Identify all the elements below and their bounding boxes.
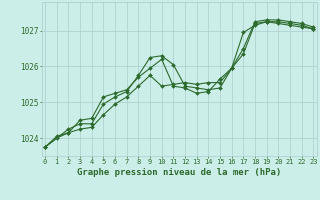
- X-axis label: Graphe pression niveau de la mer (hPa): Graphe pression niveau de la mer (hPa): [77, 168, 281, 177]
